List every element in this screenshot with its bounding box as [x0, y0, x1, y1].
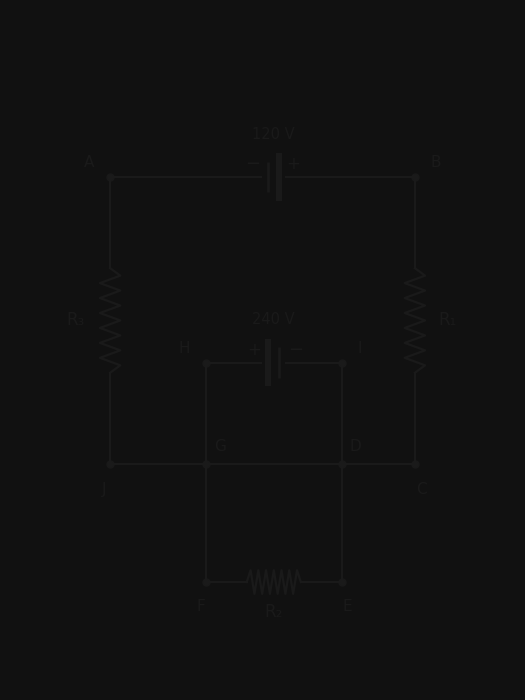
Text: 120 V: 120 V: [253, 127, 295, 141]
Text: A: A: [84, 155, 94, 170]
Text: R₂: R₂: [265, 603, 283, 621]
Text: −: −: [245, 155, 260, 174]
Text: G: G: [215, 439, 226, 454]
Text: +: +: [287, 155, 300, 174]
Text: 240 V: 240 V: [253, 312, 295, 327]
Text: −: −: [288, 341, 303, 359]
Text: D: D: [350, 439, 362, 454]
Text: B: B: [430, 155, 441, 170]
Text: +: +: [247, 341, 261, 359]
Text: C: C: [416, 482, 427, 498]
Text: F: F: [196, 599, 205, 614]
Text: R₁: R₁: [438, 312, 457, 330]
Text: E: E: [342, 599, 352, 614]
Text: R₃: R₃: [67, 312, 85, 330]
Text: I: I: [358, 341, 362, 356]
Text: J: J: [102, 482, 107, 498]
Text: H: H: [178, 341, 190, 356]
